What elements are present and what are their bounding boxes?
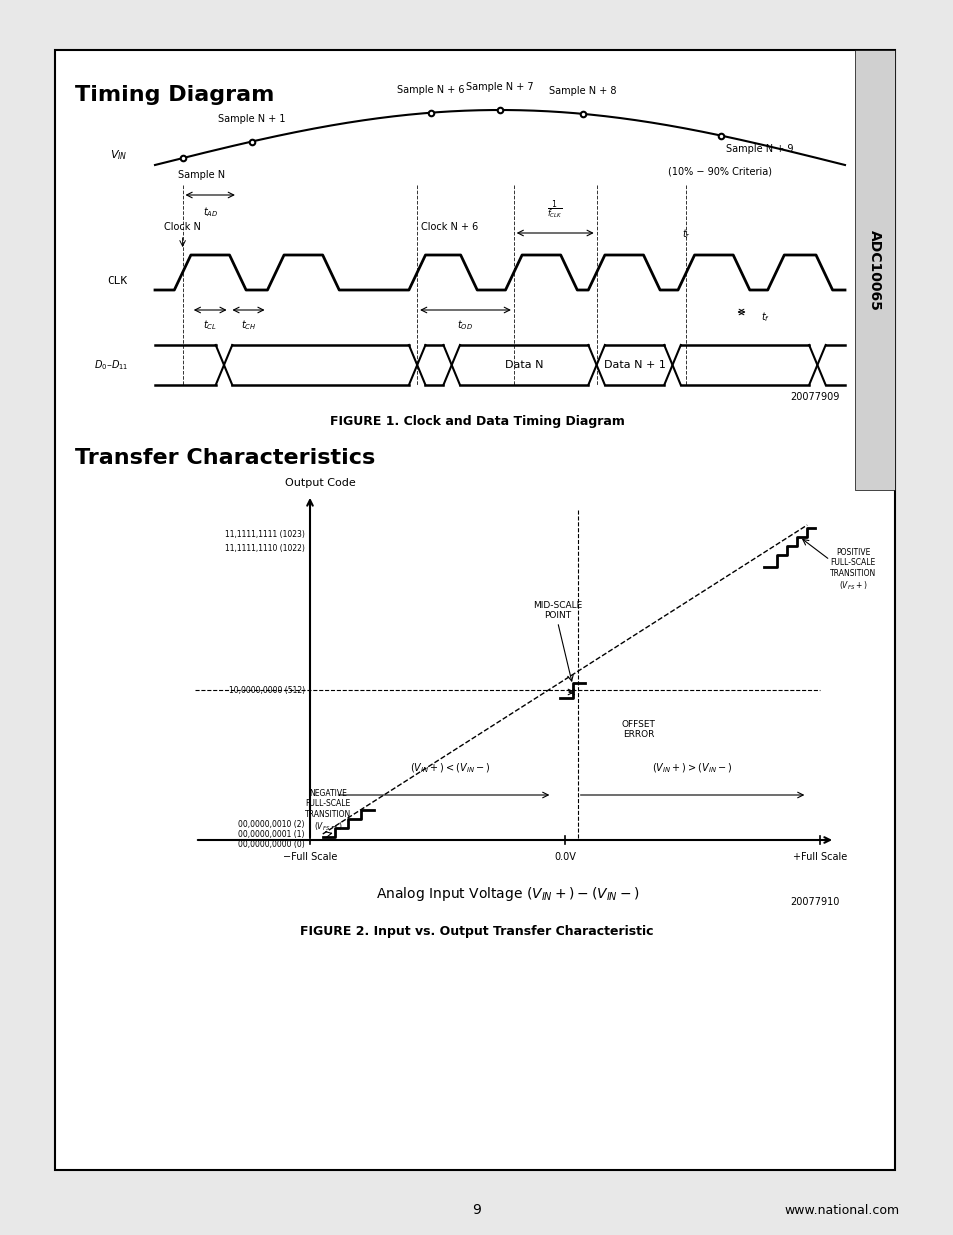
- Text: Transfer Characteristics: Transfer Characteristics: [75, 448, 375, 468]
- Text: −Full Scale: −Full Scale: [282, 852, 336, 862]
- Text: +Full Scale: +Full Scale: [792, 852, 846, 862]
- Text: 00,0000,0001 (1): 00,0000,0001 (1): [238, 830, 305, 839]
- Text: $t_{AD}$: $t_{AD}$: [202, 205, 217, 219]
- Text: Analog Input Voltage $(V_{IN}+) - (V_{IN}-)$: Analog Input Voltage $(V_{IN}+) - (V_{IN…: [375, 885, 639, 903]
- Text: 11,1111,1111 (1023): 11,1111,1111 (1023): [225, 530, 305, 538]
- Text: Sample N + 8: Sample N + 8: [549, 86, 616, 96]
- Text: $\frac{1}{f_{CLK}}$: $\frac{1}{f_{CLK}}$: [547, 199, 562, 221]
- Text: $V_{IN}$: $V_{IN}$: [111, 148, 128, 162]
- Text: Sample N + 9: Sample N + 9: [725, 143, 793, 153]
- Text: 11,1111,1110 (1022): 11,1111,1110 (1022): [225, 545, 305, 553]
- Text: $(V_{IN}+) < (V_{IN}-)$: $(V_{IN}+) < (V_{IN}-)$: [410, 762, 490, 776]
- Text: 00,0000,0000 (0): 00,0000,0000 (0): [238, 840, 305, 848]
- Bar: [854, 49, 894, 490]
- Text: (10% − 90% Criteria): (10% − 90% Criteria): [667, 167, 771, 177]
- Text: Data N: Data N: [504, 359, 543, 370]
- Text: 0.0V: 0.0V: [554, 852, 576, 862]
- Text: CLK: CLK: [108, 275, 128, 285]
- Text: Sample N + 1: Sample N + 1: [217, 114, 285, 124]
- Text: $(V_{IN}+) > (V_{IN}-)$: $(V_{IN}+) > (V_{IN}-)$: [652, 762, 732, 776]
- Text: $t_{CL}$: $t_{CL}$: [203, 317, 217, 332]
- Text: FIGURE 1. Clock and Data Timing Diagram: FIGURE 1. Clock and Data Timing Diagram: [329, 415, 624, 429]
- Text: Sample N + 7: Sample N + 7: [466, 82, 534, 91]
- Text: $t_r$: $t_r$: [681, 227, 690, 241]
- Text: www.national.com: www.national.com: [784, 1203, 899, 1216]
- Text: Sample N + 6: Sample N + 6: [396, 85, 464, 95]
- Text: Clock N: Clock N: [164, 222, 201, 232]
- Text: Timing Diagram: Timing Diagram: [75, 85, 274, 105]
- Text: OFFSET
ERROR: OFFSET ERROR: [621, 720, 655, 740]
- Text: ADC10065: ADC10065: [867, 230, 882, 310]
- Text: Data N + 1: Data N + 1: [603, 359, 665, 370]
- Text: 10,0000,0000 (512): 10,0000,0000 (512): [229, 685, 305, 694]
- Bar: [55, 49, 894, 1170]
- Text: FIGURE 2. Input vs. Output Transfer Characteristic: FIGURE 2. Input vs. Output Transfer Char…: [300, 925, 653, 939]
- Text: 9: 9: [472, 1203, 481, 1216]
- Text: $t_{OD}$: $t_{OD}$: [457, 317, 473, 332]
- Text: $t_f$: $t_f$: [760, 310, 770, 324]
- Text: POSITIVE
FULL-SCALE
TRANSITION
$(V_{FS}+)$: POSITIVE FULL-SCALE TRANSITION $(V_{FS}+…: [829, 548, 876, 592]
- Text: Clock N + 6: Clock N + 6: [420, 222, 477, 232]
- Text: $D_0$–$D_{11}$: $D_0$–$D_{11}$: [93, 358, 128, 372]
- Text: 00,0000,0010 (2): 00,0000,0010 (2): [238, 820, 305, 830]
- Text: MID-SCALE
POINT: MID-SCALE POINT: [533, 600, 581, 620]
- Text: NEGATIVE
FULL-SCALE
TRANSITION
$(V_{FS}-)$: NEGATIVE FULL-SCALE TRANSITION $(V_{FS}-…: [305, 789, 351, 834]
- Text: Sample N: Sample N: [177, 170, 225, 180]
- Text: 20077910: 20077910: [790, 897, 840, 906]
- Text: $t_{CH}$: $t_{CH}$: [240, 317, 256, 332]
- Text: Output Code: Output Code: [284, 478, 355, 488]
- Text: 20077909: 20077909: [790, 391, 840, 403]
